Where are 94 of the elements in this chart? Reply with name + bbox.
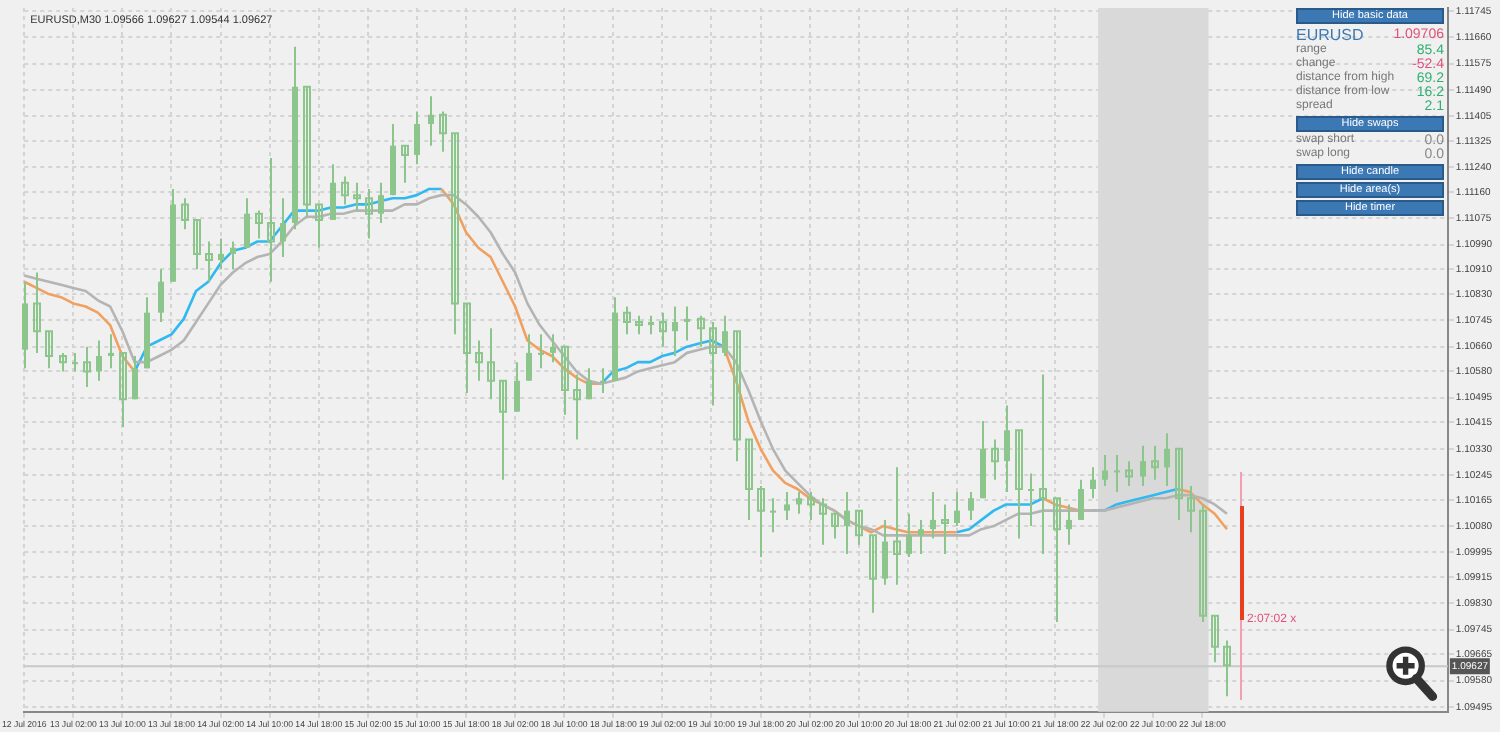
- candlestick: [672, 305, 678, 357]
- candlestick: [709, 320, 717, 407]
- candlestick: [697, 314, 705, 348]
- candlestick: [365, 187, 373, 240]
- candlestick: [83, 345, 91, 388]
- candlestick: [514, 361, 520, 413]
- candlestick: [882, 518, 888, 586]
- candlestick: [108, 333, 114, 370]
- candlestick: [550, 333, 556, 364]
- candlestick: [341, 175, 349, 206]
- candlestick: [586, 367, 592, 401]
- candlestick: [1125, 460, 1133, 487]
- candlestick: [659, 311, 667, 348]
- candlestick: [918, 518, 924, 555]
- candlestick: [1199, 503, 1207, 623]
- candlestick: [573, 373, 581, 441]
- candlestick: [1078, 478, 1084, 521]
- candlestick: [600, 367, 606, 395]
- candlestick: [831, 512, 839, 540]
- candlestick: [205, 240, 213, 283]
- candlestick: [1187, 484, 1195, 534]
- candlestick: [475, 339, 483, 382]
- candlestick: [906, 512, 912, 559]
- candlestick: [893, 466, 901, 586]
- candlestick: [954, 491, 960, 528]
- candlestick: [757, 484, 765, 559]
- candlestick: [267, 157, 275, 283]
- candlestick: [463, 302, 471, 395]
- candlestick: [991, 438, 999, 481]
- candlestick: [1053, 497, 1061, 623]
- candlestick: [1066, 503, 1072, 546]
- candlestick: [684, 305, 690, 342]
- candlestick: [1028, 472, 1034, 528]
- candlestick: [1090, 466, 1096, 500]
- candlestick: [255, 209, 263, 240]
- candlestick: [303, 85, 311, 218]
- candlestick: [280, 197, 286, 258]
- candlestick: [439, 110, 447, 153]
- candlestick: [869, 534, 877, 614]
- candlestick: [796, 491, 802, 515]
- candlestick: [45, 330, 53, 370]
- annotation: EURUSD: [1296, 26, 1364, 44]
- candlestick: [648, 314, 654, 336]
- candlestick: [96, 339, 102, 382]
- candlestick: [72, 351, 78, 373]
- candlestick: [158, 268, 164, 323]
- candlestick: [968, 491, 974, 521]
- candlestick: [722, 314, 728, 357]
- candlestick: [59, 351, 67, 373]
- candlestick: [193, 218, 201, 271]
- candlestick: [844, 491, 850, 555]
- candlestick: [930, 491, 936, 540]
- candlestick: [1223, 639, 1231, 698]
- candlestick: [1211, 614, 1219, 664]
- candlestick: [428, 95, 434, 147]
- candlestick: [132, 354, 138, 401]
- candlestick: [451, 132, 459, 336]
- candlestick: [745, 438, 753, 521]
- candlestick: [733, 330, 741, 463]
- candlestick: [623, 305, 631, 336]
- candlestick: [1164, 432, 1170, 487]
- candlestick: [181, 197, 189, 231]
- candlestick: [218, 237, 224, 271]
- candlestick: [378, 181, 384, 224]
- candlestick: [315, 203, 323, 249]
- candlestick: [1175, 447, 1183, 521]
- candlestick: [401, 144, 409, 184]
- candlestick: [807, 491, 815, 521]
- candlestick: [1004, 404, 1010, 494]
- candlestick: [414, 110, 420, 166]
- candlestick: [353, 181, 361, 212]
- candlestick: [1151, 444, 1159, 481]
- candlestick: [538, 333, 544, 370]
- candlestick: [499, 379, 507, 481]
- candlestick: [784, 491, 790, 521]
- candlestick: [1015, 429, 1023, 540]
- candlestick: [1039, 373, 1047, 555]
- candlestick: [230, 240, 236, 271]
- candlestick: [819, 497, 827, 546]
- candlestick: [22, 280, 28, 370]
- candlestick: [1114, 453, 1120, 494]
- candlestick: [855, 509, 863, 546]
- candlestick: [561, 345, 569, 416]
- candlestick: [487, 327, 495, 401]
- candlestick: [941, 503, 949, 555]
- candlestick: [770, 497, 776, 534]
- candlestick: [1140, 444, 1146, 487]
- candlestick: [244, 197, 250, 249]
- candlestick: [1102, 453, 1108, 487]
- candlestick: [330, 163, 336, 221]
- candlestick: [33, 271, 41, 354]
- candlestick: [119, 351, 127, 429]
- candlestick: [635, 314, 643, 336]
- candlestick: [526, 333, 532, 382]
